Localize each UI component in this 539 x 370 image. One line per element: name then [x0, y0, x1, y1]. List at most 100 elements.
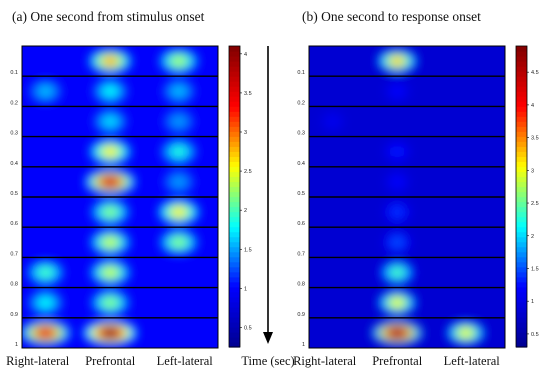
y-tick-label: 0.9	[10, 312, 18, 318]
colorbar-segment	[516, 141, 527, 147]
time-axis-label: Time (sec)	[241, 354, 294, 368]
y-tick-label: 0.4	[10, 161, 18, 167]
colorbar-segment	[516, 281, 527, 288]
colorbar-segment	[516, 181, 527, 188]
hotspot-mark	[171, 206, 186, 218]
y-tick-label: 0.1	[297, 70, 305, 76]
colorbar-segment	[229, 101, 240, 107]
colorbar-segment	[516, 91, 527, 97]
y-tick-label: 0.5	[297, 191, 305, 197]
colorbar-segment	[516, 96, 527, 102]
colorbar-segment	[229, 146, 240, 152]
colorbar-segment	[229, 86, 240, 92]
colorbar-segment	[516, 151, 527, 157]
hotspot-mark	[172, 146, 186, 158]
hotspot-mark	[458, 327, 473, 339]
colorbar-segment	[229, 51, 240, 57]
colorbar-segment	[516, 256, 527, 263]
colorbar-segment	[229, 196, 240, 203]
time-arrowhead-icon	[263, 332, 273, 344]
colorbar-segment	[229, 186, 240, 193]
y-tick-label: 0.1	[10, 70, 18, 76]
colorbar-segment	[516, 326, 527, 333]
x-tick-label: Prefrontal	[372, 354, 423, 368]
colorbar-segment	[229, 81, 240, 87]
colorbar-segment	[516, 266, 527, 273]
colorbar-segment	[516, 106, 527, 112]
colorbar-segment	[516, 66, 527, 72]
x-tick-label: Right-lateral	[293, 354, 357, 368]
colorbar-tick-label: 0.5	[244, 325, 252, 331]
colorbar-segment	[516, 226, 527, 233]
colorbar-segment	[516, 276, 527, 283]
colorbar-segment	[516, 341, 527, 348]
colorbar-segment	[516, 261, 527, 268]
colorbar-segment	[229, 221, 240, 228]
hotspot-mark	[102, 55, 118, 67]
colorbar-segment	[516, 86, 527, 92]
colorbar-segment	[516, 231, 527, 238]
colorbar-segment	[516, 336, 527, 343]
hotspot-mark	[173, 176, 185, 188]
hotspot-mark	[103, 206, 117, 218]
colorbar-segment	[516, 146, 527, 152]
colorbar-segment	[516, 166, 527, 173]
colorbar-segment	[229, 181, 240, 188]
colorbar-segment	[229, 326, 240, 333]
colorbar-segment	[229, 91, 240, 97]
colorbar-segment	[229, 206, 240, 213]
colorbar-segment	[229, 301, 240, 308]
colorbar-segment	[229, 246, 240, 253]
heatmap-b	[309, 46, 505, 348]
colorbar-segment	[516, 171, 527, 178]
colorbar-segment	[516, 111, 527, 117]
hotspot-mark	[37, 327, 54, 339]
colorbar-tick-label: 1	[244, 286, 247, 292]
colorbar-segment	[229, 161, 240, 167]
colorbar-segment	[516, 71, 527, 77]
hotspot-mark	[101, 176, 119, 188]
y-tick-label: 0.4	[297, 161, 305, 167]
y-tick-label: 0.9	[297, 312, 305, 318]
hotspot-mark	[39, 267, 52, 278]
colorbar-segment	[229, 216, 240, 223]
hotspot-mark	[39, 297, 52, 309]
colorbar-segment	[229, 321, 240, 328]
colorbar-segment	[229, 141, 240, 147]
colorbar-segment	[516, 331, 527, 338]
y-tick-label: 0.2	[297, 100, 305, 106]
colorbar-segment	[229, 226, 240, 233]
hotspot-mark	[390, 297, 405, 309]
colorbar-segment	[516, 176, 527, 183]
colorbar-segment	[516, 296, 527, 303]
hotspot-mark	[388, 327, 406, 339]
colorbar-segment	[229, 131, 240, 137]
colorbar-segment	[516, 126, 527, 132]
colorbar-tick-label: 1.5	[244, 247, 252, 253]
y-tick-label: 1	[302, 342, 305, 348]
panel-a-title: (a) One second from stimulus onset	[12, 9, 205, 24]
colorbar-tick-label: 3	[244, 130, 247, 136]
colorbar-segment	[229, 281, 240, 288]
colorbar-segment	[229, 211, 240, 218]
x-tick-label: Right-lateral	[6, 354, 70, 368]
colorbar-segment	[229, 66, 240, 72]
colorbar-segment	[516, 311, 527, 318]
colorbar-segment	[229, 176, 240, 183]
colorbar-segment	[516, 136, 527, 142]
colorbar-segment	[516, 221, 527, 228]
colorbar-segment	[516, 56, 527, 62]
colorbar-segment	[229, 306, 240, 313]
colorbar-segment	[229, 296, 240, 303]
x-tick-label: Left-lateral	[157, 354, 214, 368]
colorbar-segment	[516, 101, 527, 107]
colorbar-segment	[229, 331, 240, 338]
hotspot-mark	[103, 146, 118, 158]
hotspot-mark	[101, 327, 120, 339]
colorbar-tick-label: 2	[531, 234, 534, 240]
colorbar-segment	[516, 191, 527, 198]
hotspot-mark	[172, 236, 186, 248]
y-tick-label: 0.7	[10, 251, 18, 257]
colorbar-segment	[229, 236, 240, 243]
